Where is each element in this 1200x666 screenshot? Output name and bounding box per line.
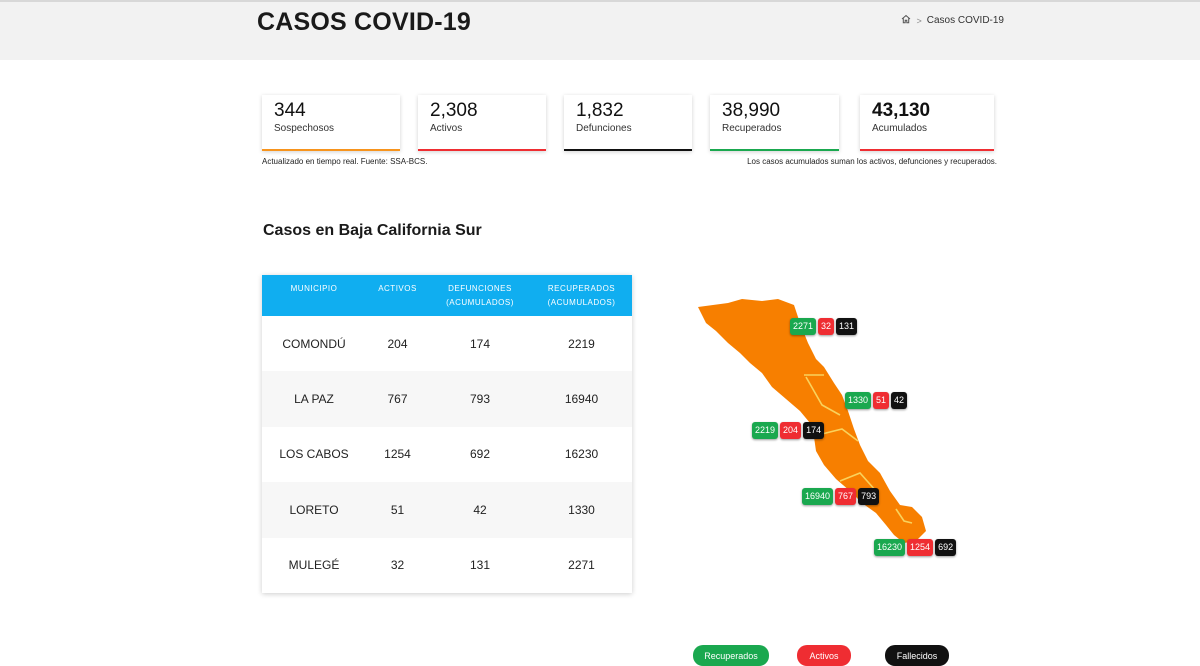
page-header: CASOS COVID-19 > Casos COVID-19 [0,0,1200,60]
table-row: LA PAZ 767 793 16940 [262,371,632,427]
map-badges-mulege: 2271 32 131 [790,318,858,335]
table-row: LORETO 51 42 1330 [262,482,632,538]
stat-label: Sospechosos [274,123,335,134]
map-badges-comondu: 2219 204 174 [752,422,825,439]
table-row: LOS CABOS 1254 692 16230 [262,427,632,482]
home-icon[interactable] [901,14,911,27]
stat-card-sospechosos: 344 Sospechosos [262,95,400,151]
breadcrumb: > Casos COVID-19 [901,14,1004,27]
badge-recuperados: 2271 [790,318,817,335]
stat-label: Activos [430,123,463,134]
cell-recuperados: 1330 [568,502,595,517]
cell-municipio: LORETO [289,502,339,517]
section-title: Casos en Baja California Sur [263,222,482,239]
cell-activos: 204 [387,336,408,351]
stat-label: Acumulados [872,123,928,134]
cell-defunciones: 793 [469,392,491,407]
stat-label: Recuperados [722,123,782,134]
stat-value: 2,308 [430,100,478,121]
cell-defunciones: 131 [469,558,491,573]
cell-recuperados: 16940 [564,392,599,407]
stat-label: Defunciones [576,123,632,134]
cell-municipio: MULEGÉ [288,558,340,573]
legend-fallecidos-button[interactable]: Fallecidos [885,645,949,666]
update-note: Actualizado en tiempo real. Fuente: SSA-… [262,157,428,166]
map-region-borders [804,374,913,524]
badge-recuperados: 16940 [802,488,834,505]
cell-municipio: LOS CABOS [279,447,349,462]
column-header-recuperados: RECUPERADOS (ACUMULADOS) [547,284,616,307]
cell-defunciones: 692 [469,447,491,462]
stat-card-defunciones: 1,832 Defunciones [564,95,692,151]
accumulated-note: Los casos acumulados suman los activos, … [747,157,997,166]
table-header: MUNICIPIO ACTIVOS DEFUNCIONES (ACUMULADOS… [262,275,632,316]
stat-card-activos: 2,308 Activos [418,95,546,151]
map-region-shape [698,299,926,543]
badge-activos: 51 [873,392,890,409]
cell-recuperados: 2219 [568,336,595,351]
legend-recuperados-button[interactable]: Recuperados [693,645,769,666]
badge-fallecidos: 174 [803,422,825,439]
map-badges-lapaz: 16940 767 793 [802,488,880,505]
badge-recuperados: 1330 [845,392,872,409]
page-title: CASOS COVID-19 [257,8,471,36]
stat-value: 38,990 [722,100,781,121]
badge-fallecidos: 42 [891,392,908,409]
legend-activos-button[interactable]: Activos [797,645,851,666]
bcs-map [698,299,926,543]
table-body: COMONDÚ 204 174 2219 LA PAZ 767 793 1694… [262,316,632,593]
badge-activos: 204 [780,422,802,439]
badge-recuperados: 16230 [874,539,906,556]
cell-defunciones: 42 [473,502,487,517]
cell-recuperados: 2271 [568,558,595,573]
stat-card-acumulados: 43,130 Acumulados [860,95,994,151]
cases-table: MUNICIPIO ACTIVOS DEFUNCIONES (ACUMULADOS… [262,275,632,593]
map-badges-loreto: 1330 51 42 [845,392,908,409]
cell-activos: 51 [390,502,405,517]
table-row: MULEGÉ 32 131 2271 [262,538,632,593]
cell-municipio: COMONDÚ [282,336,346,351]
cell-activos: 1254 [384,447,411,462]
badge-activos: 1254 [907,539,934,556]
stat-value: 43,130 [872,100,931,121]
cell-recuperados: 16230 [564,447,599,462]
badge-activos: 767 [835,488,857,505]
stat-value: 344 [274,100,306,121]
cell-activos: 32 [390,558,405,573]
column-header-defunciones: DEFUNCIONES (ACUMULADOS) [446,284,514,307]
badge-fallecidos: 131 [836,318,858,335]
cell-activos: 767 [387,392,408,407]
badge-recuperados: 2219 [752,422,779,439]
column-header-activos: ACTIVOS [378,284,417,293]
badge-fallecidos: 692 [935,539,957,556]
cell-defunciones: 174 [469,336,491,351]
badge-activos: 32 [818,318,835,335]
column-header-municipio: MUNICIPIO [290,284,338,293]
stat-value: 1,832 [576,100,624,121]
map-badges-loscabos: 16230 1254 692 [874,539,957,556]
table-row: COMONDÚ 204 174 2219 [262,316,632,371]
stat-card-recuperados: 38,990 Recuperados [710,95,839,151]
breadcrumb-separator: > [916,15,922,26]
cell-municipio: LA PAZ [294,392,334,407]
badge-fallecidos: 793 [858,488,880,505]
breadcrumb-current: Casos COVID-19 [926,15,1004,26]
